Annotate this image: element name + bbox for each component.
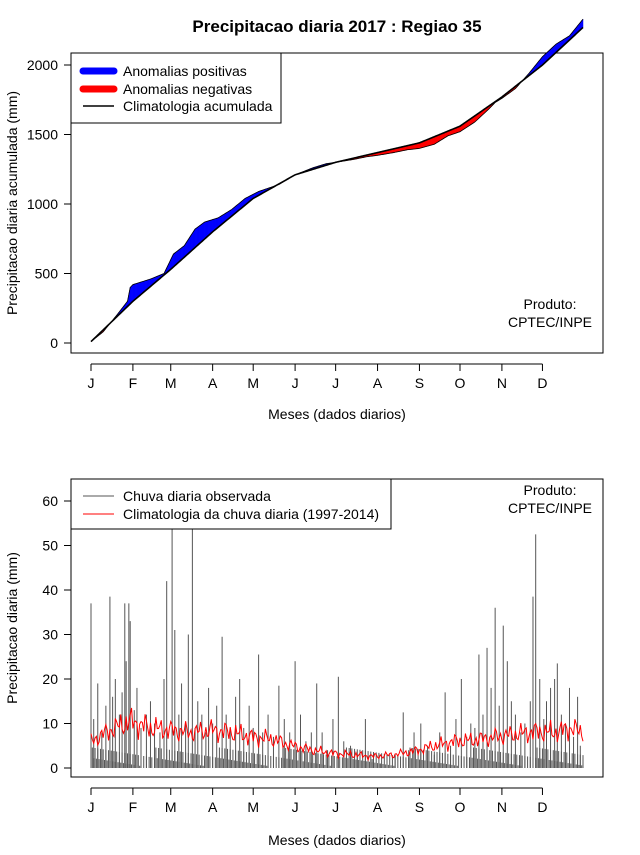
legend-label-positive: Anomalias positivas	[123, 63, 247, 79]
legend-label-observed: Chuva diaria observada	[123, 488, 271, 504]
x-tick-label: A	[373, 375, 383, 391]
x-tick-label: F	[129, 799, 138, 815]
x-tick-label: D	[537, 799, 547, 815]
y-tick-label: 10	[42, 716, 58, 732]
x-tick-label: J	[332, 375, 339, 391]
x-tick-label: J	[332, 799, 339, 815]
daily-product-note-line1: Produto:	[524, 482, 577, 498]
daily-product-note-line2: CPTEC/INPE	[508, 500, 592, 516]
x-tick-label: M	[247, 375, 259, 391]
x-tick-label: A	[373, 799, 383, 815]
x-tick-label: M	[165, 375, 177, 391]
x-tick-label: J	[292, 799, 299, 815]
y-tick-label: 30	[42, 627, 58, 643]
product-note-line2: CPTEC/INPE	[508, 314, 592, 330]
x-tick-label: S	[415, 375, 424, 391]
x-tick-label: N	[497, 799, 507, 815]
y-tick-label: 0	[50, 335, 58, 351]
x-tick-label: M	[165, 799, 177, 815]
x-tick-label: N	[497, 375, 507, 391]
daily-climatology	[91, 708, 583, 760]
accumulated-x-axis-label: Meses (dados diarios)	[268, 406, 406, 422]
x-tick-label: A	[208, 375, 218, 391]
y-tick-label: 20	[42, 671, 58, 687]
accumulated-legend: Anomalias positivas Anomalias negativas …	[71, 53, 281, 123]
daily-y-axis-label: Precipitacao diaria (mm)	[4, 552, 20, 704]
y-tick-label: 40	[42, 582, 58, 598]
y-tick-label: 1000	[27, 196, 58, 212]
x-tick-label: F	[129, 375, 138, 391]
daily-climatology-line	[91, 708, 583, 760]
x-tick-label: D	[537, 375, 547, 391]
y-tick-label: 50	[42, 538, 58, 554]
accumulated-y-axis: 0 500 1000 1500 2000	[27, 57, 71, 351]
x-tick-label: S	[415, 799, 424, 815]
x-tick-label: O	[455, 799, 466, 815]
x-tick-label: A	[208, 799, 218, 815]
y-tick-label: 60	[42, 493, 58, 509]
daily-chart: 0 10 20 30 40 50 60 J F M A M J J A S O N D Meses (dados …	[4, 479, 603, 848]
legend-label-daily-climatology: Climatologia da chuva diaria (1997-2014)	[123, 506, 379, 522]
x-tick-label: J	[88, 375, 95, 391]
x-tick-label: O	[455, 375, 466, 391]
y-tick-label: 1500	[27, 127, 58, 143]
daily-y-axis: 0 10 20 30 40 50 60	[42, 493, 71, 776]
figure-title: Precipitacao diaria 2017 : Regiao 35	[192, 17, 481, 36]
y-tick-label: 2000	[27, 57, 58, 73]
product-note-line1: Produto:	[524, 296, 577, 312]
x-tick-label: J	[292, 375, 299, 391]
x-tick-label: M	[247, 799, 259, 815]
daily-legend: Chuva diaria observada Climatologia da c…	[71, 479, 391, 529]
legend-label-negative: Anomalias negativas	[123, 81, 252, 97]
accumulated-y-axis-label: Precipitacao diaria acumulada (mm)	[4, 91, 20, 315]
legend-label-climatology: Climatologia acumulada	[123, 98, 273, 114]
y-tick-label: 500	[35, 266, 59, 282]
y-tick-label: 0	[50, 760, 58, 776]
x-tick-label: J	[88, 799, 95, 815]
accumulated-chart: 0 500 1000 1500 2000 J F M A M J J A S O N D Meses (dad…	[4, 19, 603, 422]
daily-x-axis-label: Meses (dados diarios)	[268, 832, 406, 848]
